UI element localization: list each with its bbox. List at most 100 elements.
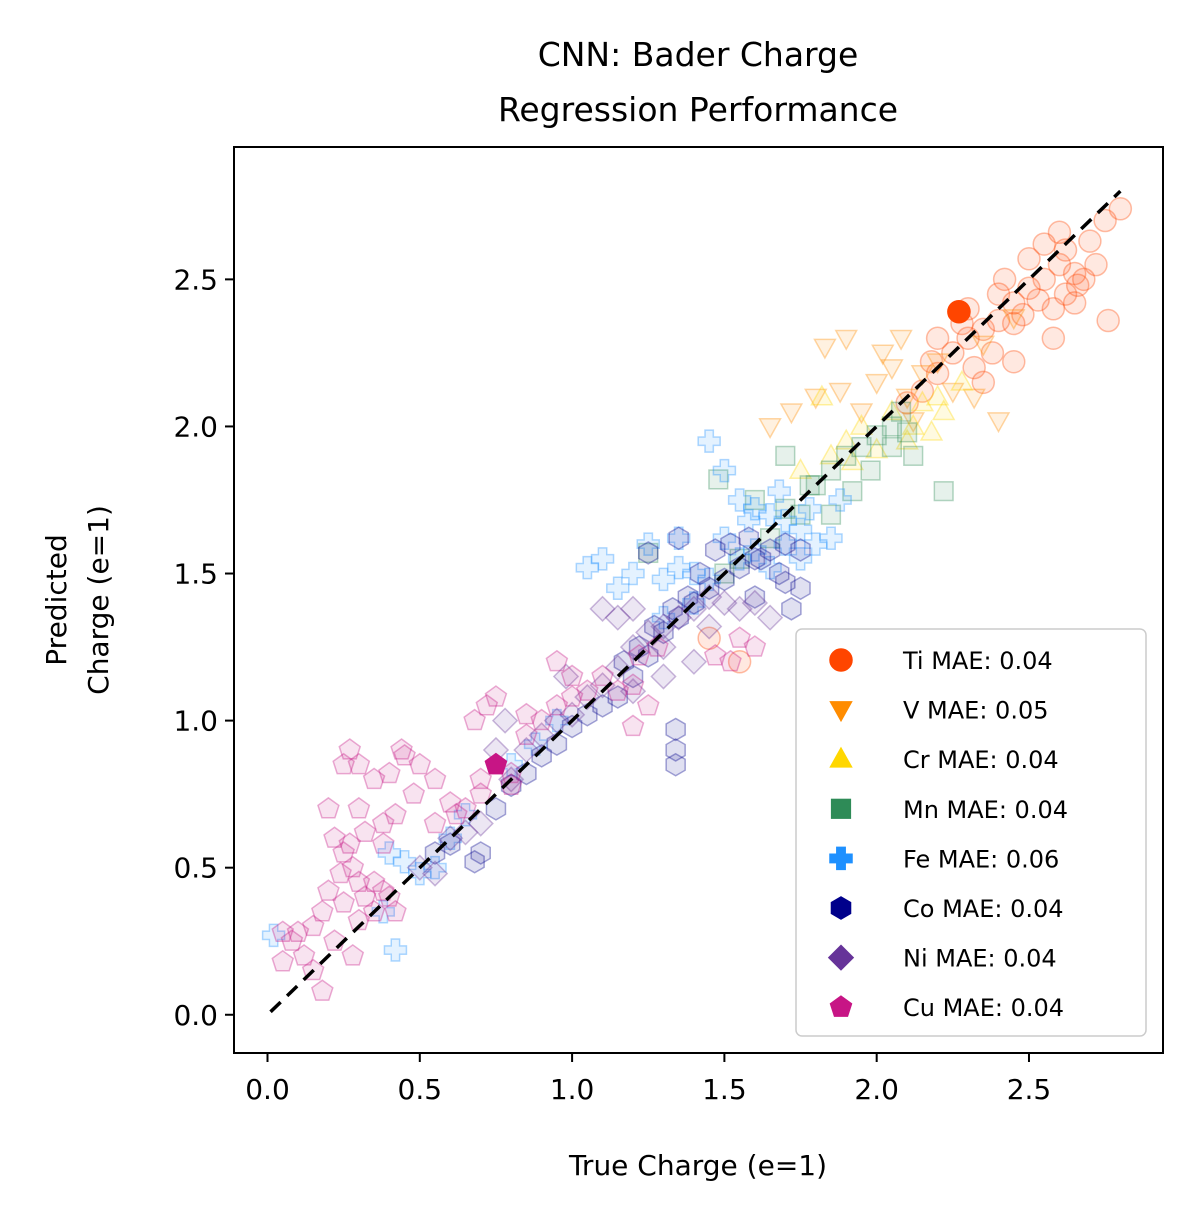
- point-s6-1: [452, 819, 479, 846]
- legend-label-2: Cr MAE: 0.04: [903, 746, 1059, 774]
- point-s0-32: [971, 370, 996, 395]
- point-s7-24: [362, 767, 386, 790]
- point-s6-28: [552, 663, 580, 690]
- point-s6-15: [680, 595, 708, 622]
- point-s6-17: [711, 589, 738, 617]
- point-s5-32: [665, 752, 686, 777]
- point-s7-56: [402, 782, 426, 804]
- point-s7-35: [371, 879, 395, 901]
- point-s5-16: [759, 538, 781, 562]
- point-s7-21: [393, 743, 416, 766]
- point-s7-17: [454, 796, 477, 819]
- point-s7-25: [347, 752, 371, 775]
- point-s5-26: [662, 596, 683, 621]
- point-s0-10: [1053, 282, 1078, 306]
- point-s6-30: [650, 633, 677, 661]
- point-s4-2: [727, 488, 752, 512]
- point-s7-5: [560, 685, 584, 707]
- point-s1-2: [864, 373, 889, 395]
- point-s6-10: [604, 654, 631, 681]
- point-s0-8: [1053, 238, 1078, 262]
- point-s2-5: [919, 419, 944, 441]
- point-s7-16: [469, 782, 493, 804]
- data-points: [261, 197, 1133, 1001]
- point-s4-35: [828, 488, 852, 512]
- point-s4-15: [682, 561, 706, 586]
- point-s1-4: [925, 353, 950, 375]
- point-s6-23: [589, 595, 616, 622]
- point-s7-10: [636, 693, 660, 716]
- point-s7-19: [423, 767, 447, 790]
- point-s6-19: [741, 589, 769, 617]
- y-tick-label: 1.5: [173, 558, 218, 591]
- point-s2-7: [788, 458, 813, 480]
- point-s6-2: [467, 810, 494, 837]
- point-s4-0: [697, 429, 721, 453]
- point-s1-8: [804, 388, 828, 410]
- point-s7-44: [286, 920, 310, 943]
- point-s4-19: [773, 532, 798, 556]
- point-s6-33: [421, 860, 449, 887]
- point-s4-34: [797, 497, 822, 521]
- point-s5-43: [781, 596, 802, 621]
- point-s4-25: [408, 861, 432, 886]
- point-s5-30: [637, 541, 659, 565]
- point-s4-18: [743, 538, 767, 562]
- x-tick-label: 0.0: [245, 1073, 290, 1106]
- point-s7-40: [332, 891, 355, 913]
- y-tick-label: 0.0: [173, 999, 218, 1032]
- point-s4-5: [773, 508, 798, 533]
- point-s2-1: [834, 428, 858, 450]
- point-s3-19: [799, 475, 820, 496]
- point-s7-30: [332, 841, 355, 863]
- point-s6-29: [619, 678, 647, 705]
- point-s7-11: [621, 714, 645, 737]
- point-s7-45: [280, 929, 304, 951]
- point-s2-12: [950, 369, 974, 391]
- point-s2-2: [849, 413, 874, 435]
- point-s4-1: [712, 458, 737, 483]
- point-s0-42: [697, 626, 721, 650]
- point-s5-17: [775, 532, 796, 556]
- point-s4-10: [575, 555, 600, 580]
- point-s7-23: [377, 761, 401, 784]
- point-s2-8: [819, 443, 843, 465]
- point-s7-71: [338, 832, 362, 854]
- point-s5-1: [464, 849, 485, 874]
- point-s4-23: [377, 841, 402, 865]
- point-s7-52: [341, 944, 365, 966]
- legend-label-0: Ti MAE: 0.04: [902, 647, 1053, 675]
- point-s1-16: [849, 403, 874, 425]
- point-s1-13: [1002, 309, 1026, 331]
- point-s6-8: [574, 683, 601, 711]
- y-tick-label: 0.5: [173, 852, 218, 885]
- legend-label-5: Co MAE: 0.04: [903, 895, 1064, 923]
- point-s5-44: [744, 585, 766, 609]
- point-s1-18: [871, 344, 895, 366]
- legend-box: [795, 628, 1147, 1037]
- point-s3-7: [881, 416, 903, 437]
- x-tick-label: 2.0: [854, 1073, 899, 1106]
- point-s7-42: [310, 899, 334, 922]
- point-s6-9: [589, 672, 616, 699]
- x-axis-label: True Charge (e=1): [568, 1149, 827, 1182]
- point-s6-18: [726, 595, 753, 622]
- point-s4-33: [767, 479, 791, 503]
- point-s0-31: [1047, 220, 1072, 245]
- legend-label-3: Mn MAE: 0.04: [903, 796, 1068, 824]
- point-s1-0: [834, 329, 858, 351]
- point-s6-22: [650, 663, 677, 690]
- point-s0-26: [925, 326, 950, 350]
- point-s1-9: [880, 359, 904, 381]
- y-axis-label: Predicted Charge (e=1): [40, 505, 115, 695]
- point-s3-21: [708, 469, 729, 490]
- y-axis-ticks: 0.0 0.5 1.0 1.5 2.0 2.5: [173, 263, 234, 1032]
- point-s6-24: [604, 604, 631, 631]
- point-s7-15: [499, 773, 523, 795]
- point-s0-16: [1096, 308, 1120, 333]
- point-s3-22: [775, 445, 796, 466]
- point-s0-40: [895, 391, 919, 415]
- point-s5-36: [439, 832, 461, 857]
- point-s3-1: [775, 498, 796, 519]
- y-tick-label: 2.0: [173, 410, 218, 443]
